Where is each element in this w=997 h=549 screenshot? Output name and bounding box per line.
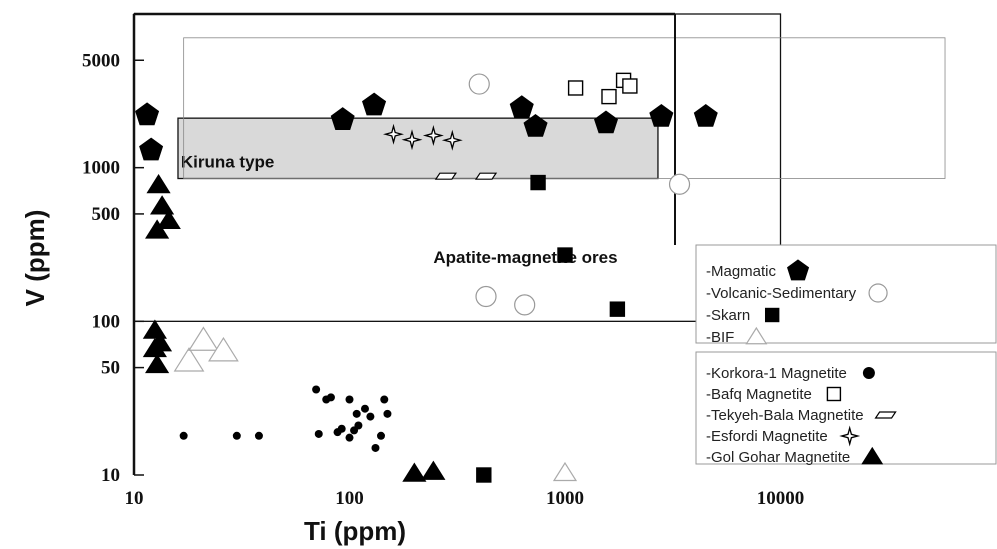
legend-label: -Korkora-1 Magnetite: [706, 365, 847, 382]
x-tick-label: 10: [125, 488, 144, 509]
data-point: [421, 460, 446, 480]
legend-marker: [826, 386, 842, 402]
legend-label: -Bafq Magnetite: [706, 386, 812, 403]
data-point: [173, 347, 205, 372]
data-point: [330, 107, 355, 130]
region-label: Kiruna type: [181, 153, 275, 172]
data-point: [475, 285, 497, 308]
data-point: [383, 409, 392, 418]
data-point: [622, 78, 638, 94]
data-point: [366, 412, 375, 421]
x-tick-label: 10000: [757, 488, 805, 509]
data-point: [312, 385, 321, 394]
y-tick-label: 50: [101, 358, 120, 379]
data-point: [523, 113, 548, 137]
legend-box: [695, 351, 997, 465]
data-point: [567, 80, 584, 96]
data-point: [514, 294, 536, 316]
data-point: [434, 172, 457, 180]
data-point: [145, 219, 170, 239]
legend-box: [695, 244, 997, 344]
data-point: [402, 462, 427, 482]
data-point: [422, 125, 444, 146]
data-point: [337, 424, 346, 433]
data-point: [326, 393, 335, 402]
legend: -Magmatic -Volcanic-Sedimentary -Skarn -BIF…: [695, 244, 997, 466]
data-point: [352, 409, 361, 418]
data-point: [362, 92, 387, 116]
legend-label: -Volcanic-Sedimentary: [706, 285, 857, 302]
data-point: [139, 137, 164, 161]
data-point: [314, 429, 323, 438]
data-point: [142, 337, 167, 358]
data-point: [668, 173, 691, 195]
legend-marker: [874, 411, 897, 419]
data-point: [476, 467, 492, 483]
legend-label: -Skarn: [706, 307, 750, 324]
legend-label: -BIF: [706, 329, 734, 346]
legend-label: -Magmatic: [706, 263, 777, 280]
legend-marker: [868, 283, 888, 303]
data-point: [693, 103, 718, 127]
y-tick-label: 10: [101, 465, 120, 486]
data-point: [145, 353, 170, 374]
data-point: [232, 431, 241, 440]
x-tick-label: 1000: [546, 488, 584, 509]
data-point: [509, 95, 534, 119]
y-tick-label: 500: [92, 204, 121, 225]
axes-layer: 10 50 100 500 1000 5000 10 100 1000 10000: [82, 12, 805, 509]
data-point: [146, 173, 171, 194]
data-point: [150, 195, 175, 215]
data-point: [376, 431, 385, 440]
y-tick-label: 1000: [82, 158, 120, 179]
legend-marker: [787, 259, 810, 281]
y-tick-label: 100: [92, 311, 121, 332]
data-point: [354, 421, 363, 430]
data-point: [530, 174, 546, 191]
region-box: [177, 117, 659, 180]
data-point: [179, 431, 188, 440]
data-point: [383, 123, 404, 145]
legend-label: -Gol Gohar Magnetite: [706, 449, 850, 466]
legend-marker: [764, 307, 780, 323]
legend-marker: [862, 367, 875, 379]
legend-marker: [745, 326, 768, 345]
legend-label: -Esfordi Magnetite: [706, 428, 828, 445]
data-point: [468, 73, 490, 95]
data-point: [360, 404, 369, 413]
legend-marker: [861, 446, 884, 465]
region-label: Apatite-magnetite ores: [433, 248, 617, 267]
data-point: [401, 129, 423, 151]
x-axis-label: Ti (ppm): [304, 516, 406, 546]
data-point: [649, 103, 674, 127]
data-point: [254, 431, 263, 440]
data-point: [474, 172, 498, 180]
data-point: [371, 443, 380, 452]
data-point: [609, 301, 626, 317]
data-point: [345, 433, 354, 442]
y-tick-label: 5000: [82, 50, 120, 71]
data-point: [552, 461, 578, 482]
data-point: [441, 129, 463, 151]
data-point: [594, 110, 618, 134]
data-point: [557, 247, 573, 263]
data-point: [601, 88, 617, 105]
y-axis-label: V (ppm): [20, 210, 50, 307]
data-point: [135, 102, 160, 126]
data-point: [156, 209, 181, 230]
data-point: [345, 395, 354, 404]
data-point: [380, 395, 389, 404]
legend-marker: [839, 425, 861, 447]
data-point: [142, 319, 167, 339]
x-tick-label: 100: [335, 488, 364, 509]
legend-label: -Tekyeh-Bala Magnetite: [706, 407, 864, 424]
region-box: [183, 37, 946, 179]
data-point: [188, 326, 219, 351]
points-layer: [135, 72, 718, 483]
data-point: [208, 336, 239, 362]
